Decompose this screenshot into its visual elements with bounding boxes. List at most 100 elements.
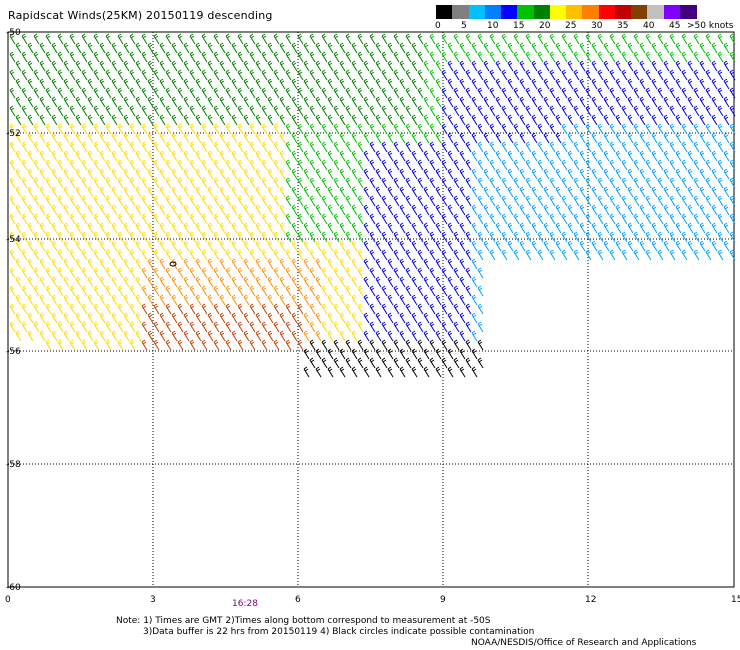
wind-barb bbox=[501, 51, 508, 63]
wind-barb bbox=[123, 258, 130, 270]
wind-barb bbox=[561, 177, 568, 189]
wind-barb bbox=[699, 132, 706, 144]
wind-barb bbox=[123, 114, 130, 126]
wind-barb bbox=[723, 132, 730, 144]
wind-barb bbox=[393, 105, 400, 117]
wind-barb bbox=[177, 177, 184, 189]
wind-barb bbox=[357, 69, 364, 81]
wind-barb bbox=[531, 168, 538, 180]
wind-barb bbox=[297, 51, 304, 63]
wind-barb bbox=[141, 267, 148, 279]
wind-barb bbox=[333, 231, 340, 243]
wind-barb bbox=[87, 42, 94, 54]
wind-barb bbox=[435, 348, 442, 360]
wind-barb bbox=[261, 339, 268, 351]
wind-barb bbox=[261, 321, 268, 333]
wind-barb bbox=[255, 168, 262, 180]
wind-barb bbox=[489, 105, 496, 117]
wind-barb bbox=[453, 87, 460, 99]
wind-barb bbox=[51, 96, 58, 108]
wind-barb bbox=[159, 150, 166, 162]
wind-barb bbox=[135, 114, 142, 126]
wind-barb bbox=[471, 132, 478, 144]
wind-barb bbox=[411, 258, 418, 270]
wind-barb bbox=[273, 123, 280, 135]
wind-barb bbox=[639, 78, 646, 90]
wind-barb bbox=[705, 33, 712, 45]
wind-barb bbox=[651, 168, 658, 180]
wind-barb bbox=[213, 339, 220, 351]
wind-barb bbox=[81, 321, 88, 333]
wind-barb bbox=[351, 114, 358, 126]
wind-barb bbox=[357, 231, 364, 243]
wind-barb bbox=[21, 123, 28, 135]
wind-barb bbox=[249, 231, 256, 243]
wind-barb bbox=[129, 267, 136, 279]
wind-barb bbox=[81, 123, 88, 135]
wind-barb bbox=[615, 78, 622, 90]
wind-barb bbox=[201, 123, 208, 135]
wind-barb bbox=[135, 78, 142, 90]
wind-barb bbox=[309, 339, 316, 351]
wind-barb bbox=[489, 231, 496, 243]
wind-barb bbox=[303, 222, 310, 234]
wind-barb bbox=[87, 78, 94, 90]
wind-barb bbox=[45, 69, 52, 81]
wind-barb bbox=[141, 195, 148, 207]
wind-barb bbox=[249, 33, 256, 45]
wind-barb bbox=[213, 105, 220, 117]
wind-barb bbox=[273, 231, 280, 243]
wind-barb bbox=[387, 78, 394, 90]
wind-barb bbox=[471, 366, 478, 378]
wind-barb bbox=[687, 240, 694, 252]
wind-barb bbox=[645, 33, 652, 45]
wind-barb bbox=[225, 51, 232, 63]
wind-barb bbox=[237, 267, 244, 279]
wind-barb bbox=[291, 60, 298, 72]
wind-barb bbox=[315, 240, 322, 252]
wind-barb bbox=[303, 312, 310, 324]
wind-barb bbox=[237, 123, 244, 135]
wind-barb bbox=[231, 78, 238, 90]
wind-barb bbox=[657, 249, 664, 261]
legend-swatch bbox=[679, 5, 697, 19]
wind-barb bbox=[243, 150, 250, 162]
wind-barb bbox=[219, 330, 226, 342]
wind-barb bbox=[417, 87, 424, 99]
wind-barb bbox=[207, 96, 214, 108]
wind-barb bbox=[705, 231, 712, 243]
wind-barb bbox=[519, 60, 526, 72]
wind-barb bbox=[303, 78, 310, 90]
wind-barb bbox=[471, 186, 478, 198]
wind-barb bbox=[711, 168, 718, 180]
wind-barb bbox=[237, 303, 244, 315]
wind-barb bbox=[549, 123, 556, 135]
wind-barb bbox=[195, 78, 202, 90]
wind-barb bbox=[387, 294, 394, 306]
wind-barb bbox=[483, 114, 490, 126]
wind-barb bbox=[645, 123, 652, 135]
longitude-label: 3 bbox=[150, 595, 156, 605]
wind-barb bbox=[105, 33, 112, 45]
wind-barb bbox=[567, 96, 574, 108]
wind-barb bbox=[291, 222, 298, 234]
wind-barb bbox=[75, 294, 82, 306]
wind-barb bbox=[111, 168, 118, 180]
wind-barb bbox=[477, 213, 484, 225]
wind-barb bbox=[477, 267, 484, 279]
wind-barb bbox=[153, 285, 160, 297]
wind-barb bbox=[417, 51, 424, 63]
wind-barb bbox=[249, 303, 256, 315]
wind-barb bbox=[477, 339, 484, 351]
wind-barb bbox=[105, 321, 112, 333]
wind-barb bbox=[201, 321, 208, 333]
wind-barb bbox=[177, 195, 184, 207]
wind-barb bbox=[207, 312, 214, 324]
wind-barb bbox=[315, 204, 322, 216]
wind-barb bbox=[333, 285, 340, 297]
wind-barb bbox=[177, 267, 184, 279]
wind-barb bbox=[219, 312, 226, 324]
wind-barb bbox=[411, 204, 418, 216]
wind-barb bbox=[423, 114, 430, 126]
wind-barb bbox=[393, 321, 400, 333]
